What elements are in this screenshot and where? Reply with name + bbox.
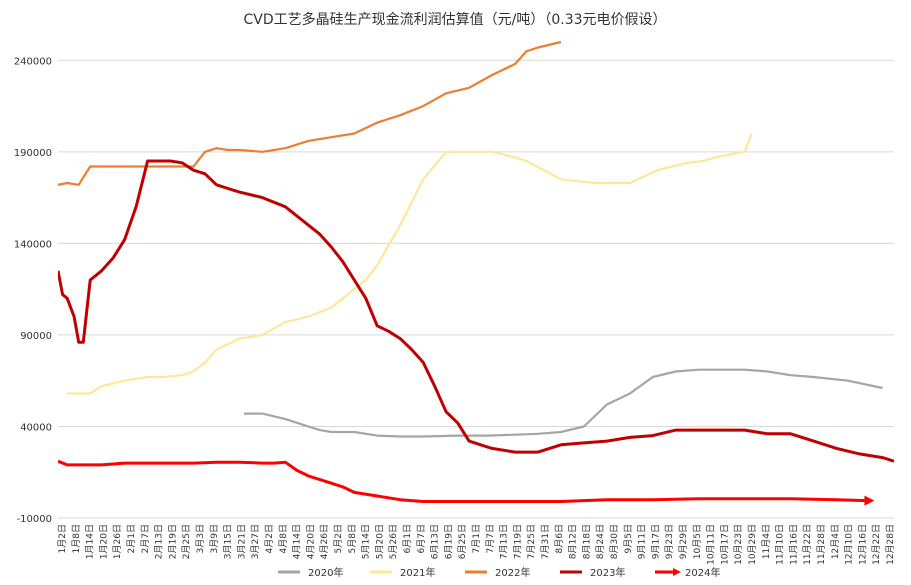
y-axis: -10000 40000 90000 140000 190000 240000 bbox=[14, 56, 52, 525]
x-tick-label: 7月25日 bbox=[526, 524, 537, 559]
x-tick-label: 6月25日 bbox=[457, 524, 468, 559]
x-tick-label: 4月26日 bbox=[319, 524, 330, 559]
x-tick-label: 4月14日 bbox=[292, 524, 303, 559]
x-tick-label: 3月3日 bbox=[195, 524, 206, 553]
x-tick-label: 12月4日 bbox=[830, 524, 841, 559]
series-line-0 bbox=[244, 368, 883, 438]
x-tick-label: 3月15日 bbox=[223, 524, 234, 559]
x-tick-label: 1月14日 bbox=[85, 524, 96, 559]
x-tick-label: 6月13日 bbox=[430, 524, 441, 559]
x-tick-label: 6月7日 bbox=[416, 524, 427, 553]
legend-label: 2020年 bbox=[308, 566, 343, 579]
chart-title: CVD工艺多晶硅生产现金流利润估算值（元/吨）（0.33元电价假设） bbox=[243, 11, 666, 28]
legend-label: 2024年 bbox=[685, 566, 720, 579]
x-tick-label: 3月21日 bbox=[236, 524, 247, 559]
x-tick-label: 7月7日 bbox=[485, 524, 496, 553]
series-line-3 bbox=[58, 159, 894, 463]
x-tick-label: 1月26日 bbox=[112, 524, 123, 559]
x-tick-label: 9月29日 bbox=[678, 524, 689, 559]
x-tick-label: 6月19日 bbox=[443, 524, 454, 559]
x-tick-label: 9月23日 bbox=[664, 524, 675, 559]
x-tick-label: 4月20日 bbox=[305, 524, 316, 559]
legend: 2020年 2021年 2022年 2023年 2024年 bbox=[278, 566, 720, 579]
x-tick-label: 5月8日 bbox=[347, 524, 358, 553]
x-tick-label: 12月16日 bbox=[857, 524, 868, 565]
x-axis: 1月2日 1月8日 1月14日 1月20日 1月26日 2月1日 2月7日 2月13日 2月19… bbox=[57, 524, 896, 565]
y-tick-label: -10000 bbox=[17, 514, 52, 525]
series-line-1 bbox=[67, 133, 753, 395]
x-tick-label: 1月2日 bbox=[57, 524, 68, 553]
x-tick-label: 10月5日 bbox=[692, 524, 703, 559]
x-tick-label: 8月30日 bbox=[609, 524, 620, 559]
y-tick-label: 140000 bbox=[14, 239, 52, 250]
x-tick-label: 7月19日 bbox=[512, 524, 523, 559]
y-tick-label: 190000 bbox=[14, 148, 52, 159]
x-tick-label: 11月28日 bbox=[816, 524, 827, 565]
x-tick-label: 6月1日 bbox=[402, 524, 413, 553]
x-tick-label: 10月11日 bbox=[706, 524, 717, 565]
legend-label: 2023年 bbox=[590, 566, 625, 579]
x-tick-label: 5月20日 bbox=[374, 524, 385, 559]
x-tick-label: 12月28日 bbox=[885, 524, 896, 565]
x-tick-label: 10月29日 bbox=[747, 524, 758, 565]
x-tick-label: 5月26日 bbox=[388, 524, 399, 559]
x-tick-label: 7月13日 bbox=[499, 524, 510, 559]
x-tick-label: 8月12日 bbox=[568, 524, 579, 559]
x-tick-label: 7月31日 bbox=[540, 524, 551, 559]
x-tick-label: 5月2日 bbox=[333, 524, 344, 553]
x-tick-label: 9月11日 bbox=[637, 524, 648, 559]
legend-label: 2022年 bbox=[495, 566, 530, 579]
x-tick-label: 12月22日 bbox=[871, 524, 882, 565]
series-line-4 bbox=[58, 459, 867, 503]
series-line-2 bbox=[58, 40, 562, 186]
x-tick-label: 5月14日 bbox=[361, 524, 372, 559]
x-tick-label: 3月9日 bbox=[209, 524, 220, 553]
x-tick-label: 11月10日 bbox=[775, 524, 786, 565]
series-arrow-2024 bbox=[864, 495, 875, 506]
legend-label: 2021年 bbox=[400, 566, 435, 579]
plot-area bbox=[58, 40, 894, 503]
x-tick-label: 1月8日 bbox=[71, 524, 82, 553]
y-tick-label: 240000 bbox=[14, 56, 52, 67]
x-tick-label: 8月6日 bbox=[554, 524, 565, 553]
legend-arrow bbox=[673, 568, 681, 576]
x-tick-label: 11月4日 bbox=[761, 524, 772, 559]
x-tick-label: 2月1日 bbox=[126, 524, 137, 553]
x-tick-label: 2月7日 bbox=[140, 524, 151, 553]
x-tick-label: 8月24日 bbox=[595, 524, 606, 559]
series-lines bbox=[58, 40, 894, 506]
x-tick-label: 2月13日 bbox=[154, 524, 165, 559]
x-tick-label: 2月19日 bbox=[167, 524, 178, 559]
x-tick-label: 11月22日 bbox=[802, 524, 813, 565]
y-tick-label: 90000 bbox=[20, 331, 52, 342]
x-tick-label: 7月1日 bbox=[471, 524, 482, 553]
x-tick-label: 1月20日 bbox=[98, 524, 109, 559]
x-tick-label: 12月10日 bbox=[844, 524, 855, 565]
gridlines bbox=[58, 59, 894, 519]
x-tick-label: 10月17日 bbox=[719, 524, 730, 565]
x-tick-label: 4月8日 bbox=[278, 524, 289, 553]
x-tick-label: 9月5日 bbox=[623, 524, 634, 553]
x-tick-label: 4月2日 bbox=[264, 524, 275, 553]
x-tick-label: 9月17日 bbox=[650, 524, 661, 559]
x-tick-label: 10月23日 bbox=[733, 524, 744, 565]
x-tick-label: 11月16日 bbox=[788, 524, 799, 565]
x-tick-label: 8月18日 bbox=[581, 524, 592, 559]
x-tick-label: 2月25日 bbox=[181, 524, 192, 559]
y-tick-label: 40000 bbox=[20, 422, 52, 433]
x-tick-label: 3月27日 bbox=[250, 524, 261, 559]
